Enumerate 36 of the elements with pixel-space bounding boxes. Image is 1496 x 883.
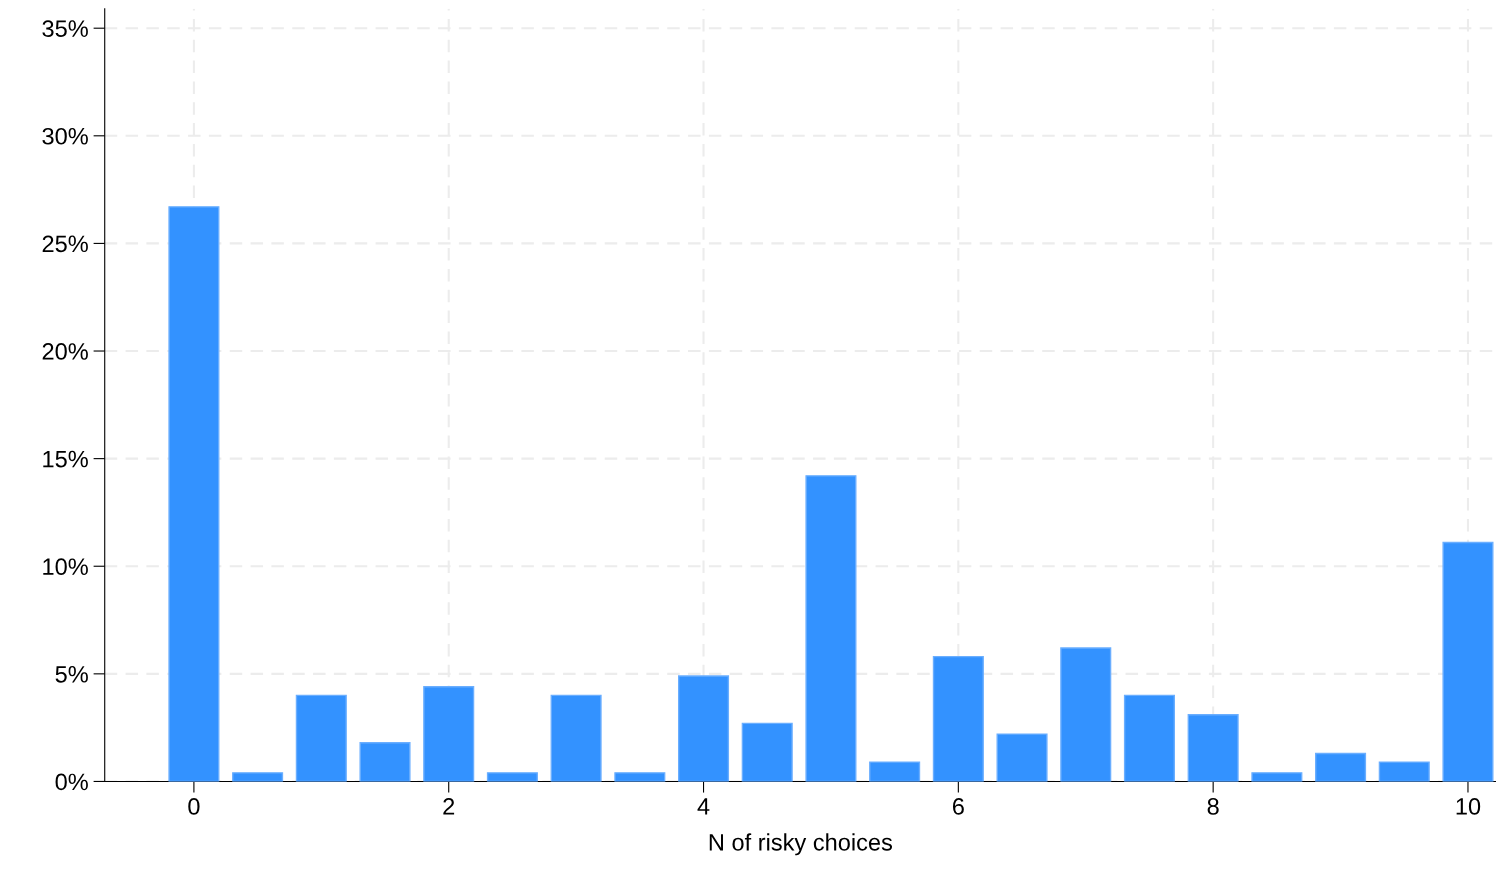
- x-axis-title: N of risky choices: [709, 833, 893, 856]
- bar: [1315, 752, 1367, 782]
- y-tick-label: 5%: [55, 666, 88, 683]
- bar: [295, 694, 347, 782]
- bar: [614, 772, 666, 782]
- bar: [805, 475, 857, 782]
- y-tick-label: 25%: [42, 235, 88, 253]
- y-tick-label: 10%: [43, 558, 88, 576]
- bar: [168, 206, 220, 782]
- bar: [932, 655, 984, 782]
- bar: [486, 772, 538, 782]
- x-tick-label: 2: [443, 798, 455, 815]
- bar: [359, 742, 411, 782]
- x-tick-label: 10: [1456, 798, 1481, 815]
- bar: [550, 694, 602, 782]
- y-tick-label: 15%: [43, 450, 88, 468]
- bar: [1251, 772, 1303, 782]
- y-tick-label: 0%: [55, 773, 88, 791]
- y-tick-label: 35%: [42, 20, 88, 37]
- bar: [232, 772, 284, 782]
- bar: [1187, 714, 1239, 782]
- bar: [423, 686, 475, 782]
- x-tick-label: 6: [952, 798, 964, 815]
- x-tick-label: 0: [188, 798, 200, 815]
- bar: [677, 675, 730, 782]
- y-tick-label: 20%: [42, 343, 88, 360]
- y-tick-label: 30%: [42, 127, 88, 145]
- bar: [1442, 541, 1494, 782]
- x-tick-label: 8: [1207, 798, 1219, 815]
- x-tick-label: 4: [697, 798, 710, 815]
- bar: [1060, 647, 1112, 782]
- bar: [1378, 761, 1430, 782]
- bar: [869, 761, 921, 782]
- bar: [741, 722, 793, 782]
- bar: [1123, 694, 1175, 782]
- bar: [996, 733, 1048, 782]
